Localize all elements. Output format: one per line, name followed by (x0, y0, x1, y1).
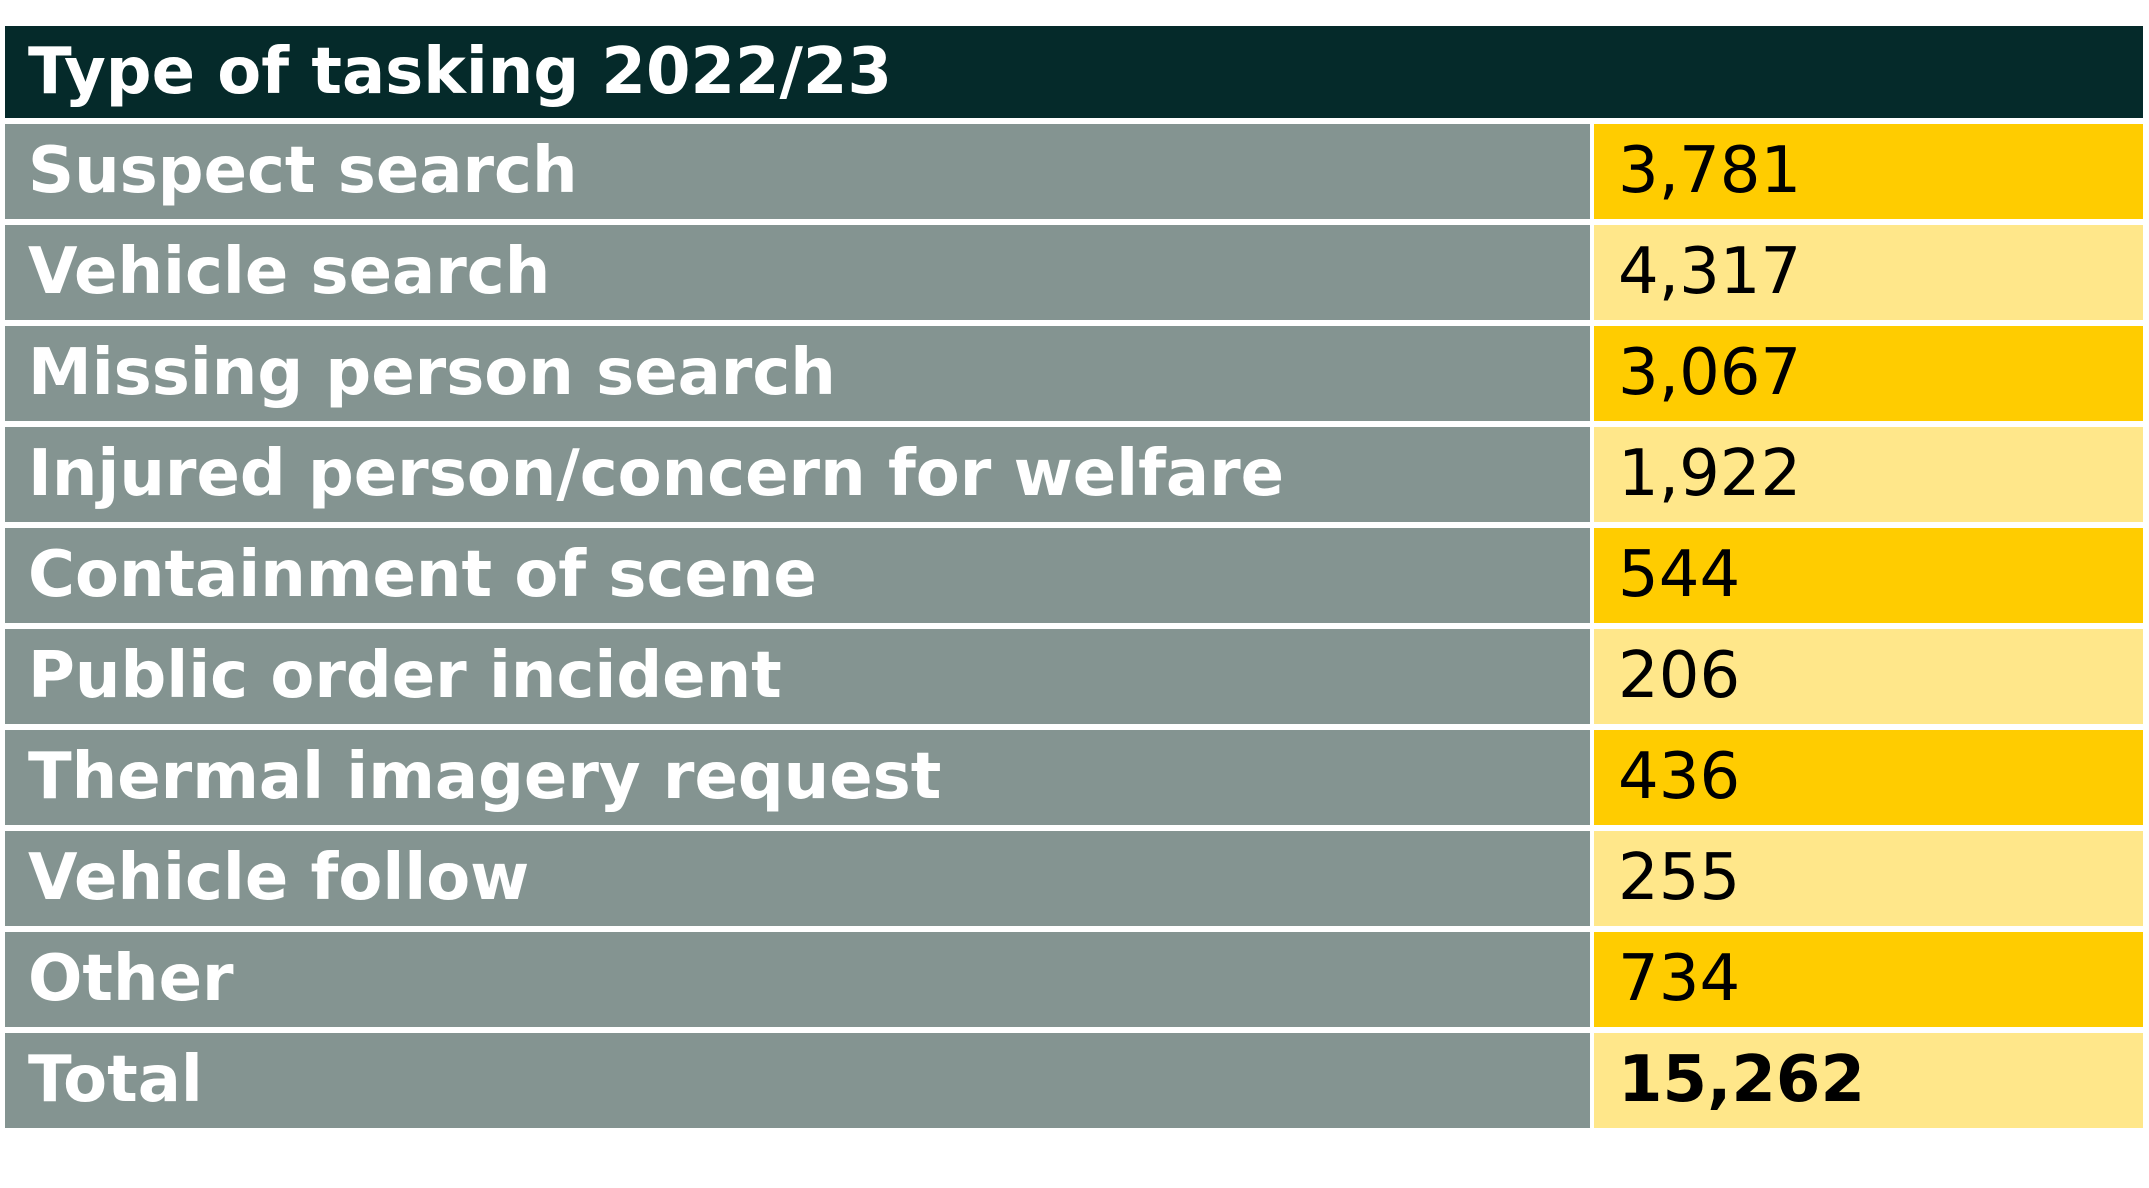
table-row: Thermal imagery request 436 (5, 730, 2143, 825)
table-row: Vehicle follow 255 (5, 831, 2143, 926)
total-value: 15,262 (1594, 1033, 2143, 1128)
row-label-containment-of-scene: Containment of scene (5, 528, 1590, 623)
row-label-other: Other (5, 932, 1590, 1027)
row-label-thermal-imagery-request: Thermal imagery request (5, 730, 1590, 825)
tasking-table: Type of tasking 2022/23 Suspect search 3… (5, 26, 2143, 1128)
table-row: Containment of scene 544 (5, 528, 2143, 623)
table-row: Public order incident 206 (5, 629, 2143, 724)
table-row: Missing person search 3,067 (5, 326, 2143, 421)
row-value-injured-person: 1,922 (1594, 427, 2143, 522)
row-label-suspect-search: Suspect search (5, 124, 1590, 219)
row-label-vehicle-follow: Vehicle follow (5, 831, 1590, 926)
row-value-missing-person-search: 3,067 (1594, 326, 2143, 421)
table-total-row: Total 15,262 (5, 1033, 2143, 1128)
row-label-missing-person-search: Missing person search (5, 326, 1590, 421)
row-label-public-order-incident: Public order incident (5, 629, 1590, 724)
row-value-public-order-incident: 206 (1594, 629, 2143, 724)
row-value-vehicle-follow: 255 (1594, 831, 2143, 926)
row-value-vehicle-search: 4,317 (1594, 225, 2143, 320)
row-value-other: 734 (1594, 932, 2143, 1027)
table-title: Type of tasking 2022/23 (5, 26, 2143, 118)
total-label: Total (5, 1033, 1590, 1128)
row-value-containment-of-scene: 544 (1594, 528, 2143, 623)
row-label-vehicle-search: Vehicle search (5, 225, 1590, 320)
row-value-suspect-search: 3,781 (1594, 124, 2143, 219)
table-row: Vehicle search 4,317 (5, 225, 2143, 320)
table-row: Other 734 (5, 932, 2143, 1027)
row-label-injured-person: Injured person/concern for welfare (5, 427, 1590, 522)
table-row: Suspect search 3,781 (5, 124, 2143, 219)
row-value-thermal-imagery-request: 436 (1594, 730, 2143, 825)
table-row: Injured person/concern for welfare 1,922 (5, 427, 2143, 522)
